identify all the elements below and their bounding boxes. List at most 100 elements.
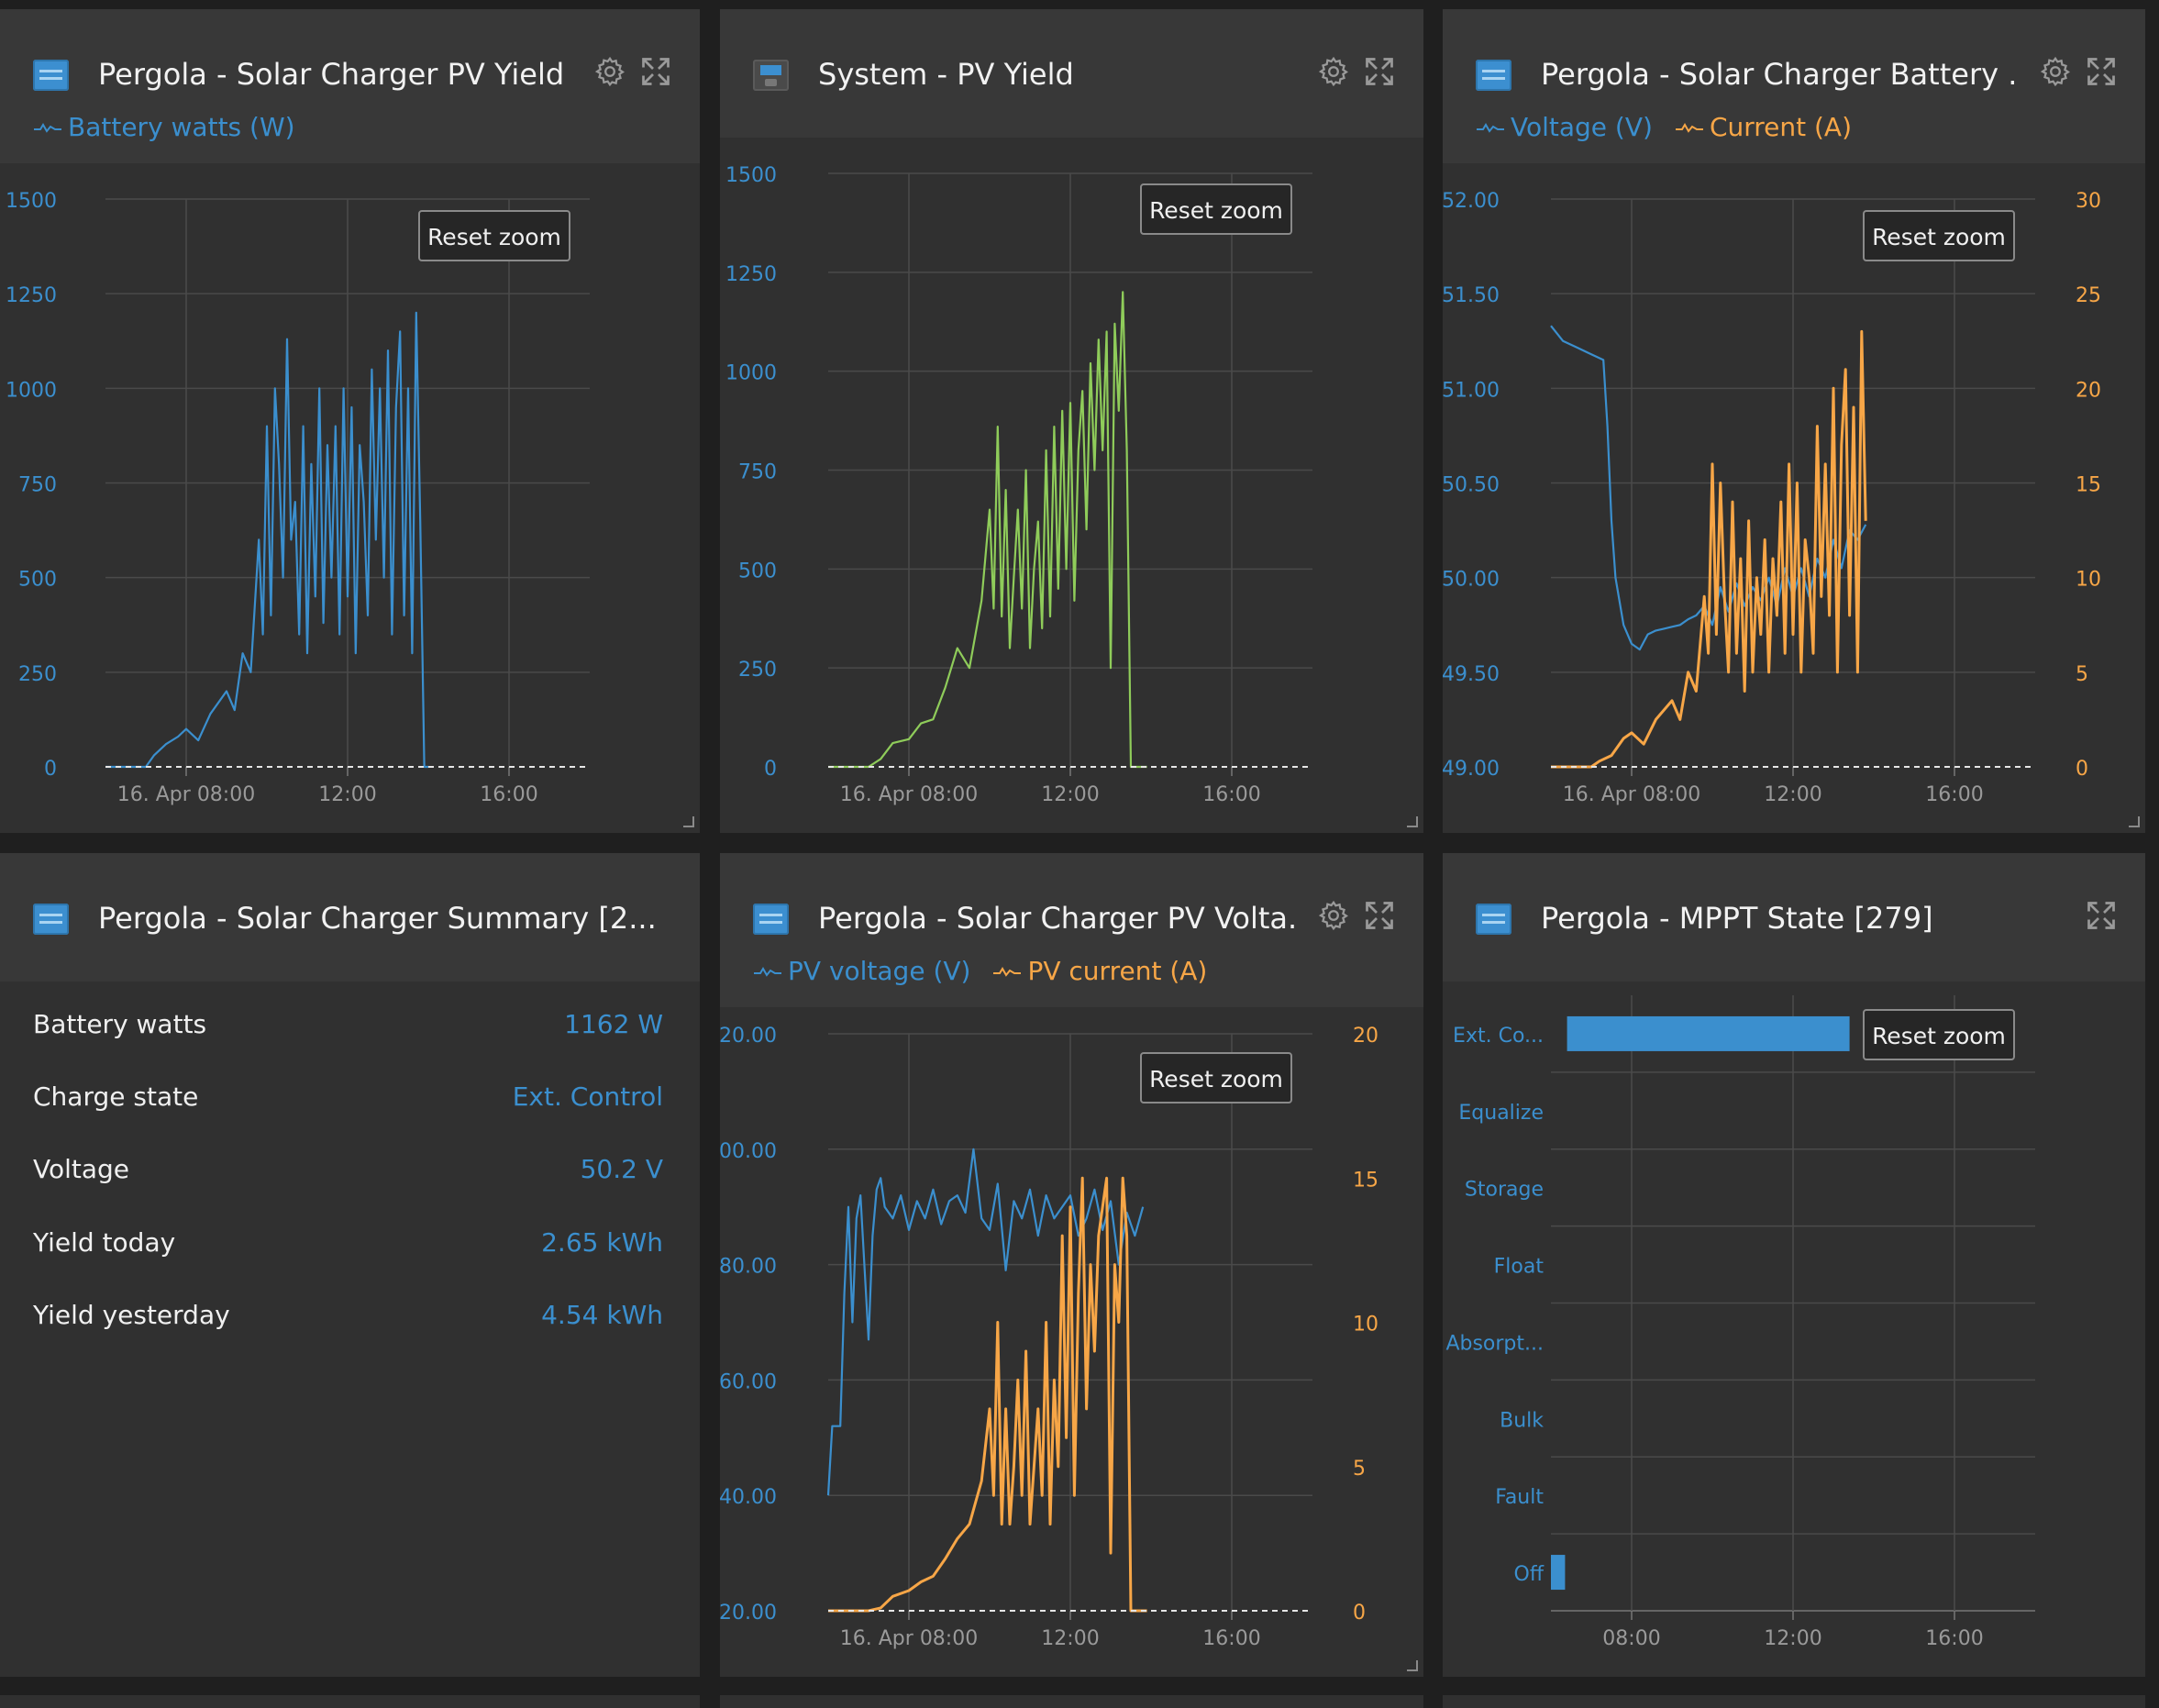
- y-tick-label: 51.00: [1443, 379, 1500, 402]
- series-line-icon: [993, 966, 1022, 977]
- next-row-widget: [720, 1695, 1423, 1708]
- y-tick-label: 0: [44, 758, 57, 781]
- widget-title: Pergola - Solar Charger Battery ...: [1541, 57, 2018, 92]
- widget-pv-voltage: Pergola - Solar Charger PV Volta... PV v…: [720, 853, 1423, 1677]
- widget-header: Pergola - Solar Charger PV Yield ... Bat…: [0, 9, 700, 163]
- summary-label: Yield today: [33, 1227, 176, 1258]
- widget-header: Pergola - Solar Charger PV Volta... PV v…: [720, 853, 1423, 1007]
- state-bar: [1567, 1015, 1850, 1051]
- solar-charger-icon: [33, 60, 69, 91]
- x-tick-label: 16. Apr 08:00: [840, 1627, 978, 1650]
- y2-tick-label: 0: [2076, 758, 2088, 781]
- widget-battery: Pergola - Solar Charger Battery ... Volt…: [1443, 9, 2145, 833]
- pv-yield-chart[interactable]: 0 250 500 750 1000 1250 1500 16. Apr 08:00 12:00…: [0, 9, 700, 833]
- state-bar: [1551, 1555, 1566, 1591]
- series-line: [828, 1176, 1147, 1613]
- gear-icon[interactable]: [2039, 55, 2072, 88]
- y2-tick-label: 30: [2076, 190, 2101, 213]
- legend-item[interactable]: PV voltage (V): [753, 956, 970, 986]
- solar-charger-icon: [1476, 60, 1511, 91]
- next-row-widget: [1443, 1695, 2145, 1708]
- expand-icon[interactable]: [1363, 899, 1396, 932]
- y2-tick-label: 5: [2076, 663, 2088, 686]
- widget-title: Pergola - MPPT State [279]: [1541, 901, 1933, 936]
- category-label: Bulk: [1500, 1409, 1544, 1432]
- widget-title: Pergola - Solar Charger PV Yield ...: [98, 57, 575, 92]
- summary-value: 4.54 kWh: [541, 1300, 663, 1330]
- y-tick-label: 80.00: [720, 1256, 777, 1279]
- solar-charger-icon: [33, 904, 69, 935]
- battery-chart[interactable]: 49.00 49.50 50.00 50.50 51.00 51.50 52.00 0 5 10 1…: [1443, 9, 2145, 833]
- y-tick-label: 250: [18, 663, 57, 686]
- summary-value: 1162 W: [564, 1009, 663, 1039]
- legend-item[interactable]: Battery watts (W): [33, 112, 295, 142]
- system-icon: [753, 60, 789, 91]
- summary-value: 50.2 V: [580, 1154, 663, 1184]
- expand-icon[interactable]: [639, 55, 672, 88]
- x-tick-label: 16:00: [1925, 1627, 1983, 1650]
- pv-voltage-chart[interactable]: 20.00 40.00 60.00 80.00 100.00 120.00 0 5 10 15 20…: [720, 853, 1423, 1677]
- y-tick-label: 750: [18, 474, 57, 497]
- series-line: [105, 311, 428, 769]
- x-tick-label: 12:00: [318, 783, 376, 806]
- y-tick-label: 1250: [725, 263, 777, 286]
- series-line-icon: [34, 122, 61, 133]
- x-tick-label: 16. Apr 08:00: [117, 783, 255, 806]
- y-tick-label: 100.00: [720, 1140, 777, 1163]
- widget-header: System - PV Yield: [720, 9, 1423, 138]
- reset-zoom-button[interactable]: Reset zoom: [1140, 183, 1292, 235]
- summary-row: Battery watts 1162 W: [33, 1009, 663, 1046]
- reset-zoom-button[interactable]: Reset zoom: [418, 210, 570, 261]
- next-row-widget: [0, 1695, 700, 1708]
- y2-tick-label: 5: [1353, 1458, 1366, 1481]
- y-tick-label: 1000: [725, 362, 777, 385]
- resize-handle[interactable]: [1407, 816, 1418, 827]
- widget-header: Pergola - MPPT State [279]: [1443, 853, 2145, 982]
- y-tick-label: 60.00: [720, 1370, 777, 1393]
- gear-icon[interactable]: [1317, 899, 1350, 932]
- expand-icon[interactable]: [1363, 55, 1396, 88]
- gear-icon[interactable]: [593, 55, 626, 88]
- y2-tick-label: 25: [2076, 284, 2101, 307]
- y-tick-label: 50.50: [1443, 474, 1500, 497]
- y-tick-label: 50.00: [1443, 569, 1500, 592]
- resize-handle[interactable]: [1407, 1660, 1418, 1671]
- widget-title: Pergola - Solar Charger PV Volta...: [818, 901, 1295, 936]
- legend-item[interactable]: Voltage (V): [1476, 112, 1653, 142]
- widget-header: Pergola - Solar Charger Battery ... Volt…: [1443, 9, 2145, 163]
- x-tick-label: 12:00: [1764, 1627, 1821, 1650]
- y-tick-label: 1000: [6, 379, 57, 402]
- summary-label: Voltage: [33, 1154, 130, 1184]
- reset-zoom-button[interactable]: Reset zoom: [1863, 1009, 2015, 1060]
- reset-zoom-button[interactable]: Reset zoom: [1140, 1052, 1292, 1104]
- y-tick-label: 52.00: [1443, 190, 1500, 213]
- mppt-state-chart[interactable]: Ext. Co... Equalize Storage Float Absorpt...…: [1443, 853, 2145, 1677]
- expand-icon[interactable]: [2085, 899, 2118, 932]
- resize-handle[interactable]: [2129, 816, 2140, 827]
- system-pv-chart[interactable]: 0 250 500 750 1000 1250 1500 16. Apr 08:00 12:00…: [720, 9, 1423, 833]
- legend-label: Voltage (V): [1511, 112, 1653, 142]
- series-line: [1551, 329, 1867, 769]
- y2-tick-label: 15: [1353, 1169, 1378, 1192]
- resize-handle[interactable]: [683, 816, 694, 827]
- y-tick-label: 49.50: [1443, 663, 1500, 686]
- x-tick-label: 16:00: [1202, 783, 1260, 806]
- series-line-icon: [1477, 122, 1504, 133]
- reset-zoom-button[interactable]: Reset zoom: [1863, 210, 2015, 261]
- legend-item[interactable]: PV current (A): [992, 956, 1207, 986]
- y2-tick-label: 20: [2076, 379, 2101, 402]
- x-tick-label: 12:00: [1041, 783, 1099, 806]
- gear-icon[interactable]: [1317, 55, 1350, 88]
- category-label: Equalize: [1458, 1102, 1544, 1125]
- y-tick-label: 750: [738, 461, 777, 484]
- summary-row: Yield today 2.65 kWh: [33, 1227, 663, 1264]
- category-label: Fault: [1495, 1486, 1544, 1509]
- legend-item[interactable]: Current (A): [1675, 112, 1852, 142]
- summary-label: Charge state: [33, 1081, 199, 1112]
- y-tick-label: 40.00: [720, 1486, 777, 1509]
- series-line-icon: [1675, 122, 1703, 133]
- expand-icon[interactable]: [2085, 55, 2118, 88]
- widget-mppt-state: Pergola - MPPT State [279] Ext. Co... Equ…: [1443, 853, 2145, 1677]
- legend-label: Current (A): [1709, 112, 1853, 142]
- legend-label: PV current (A): [1027, 956, 1208, 986]
